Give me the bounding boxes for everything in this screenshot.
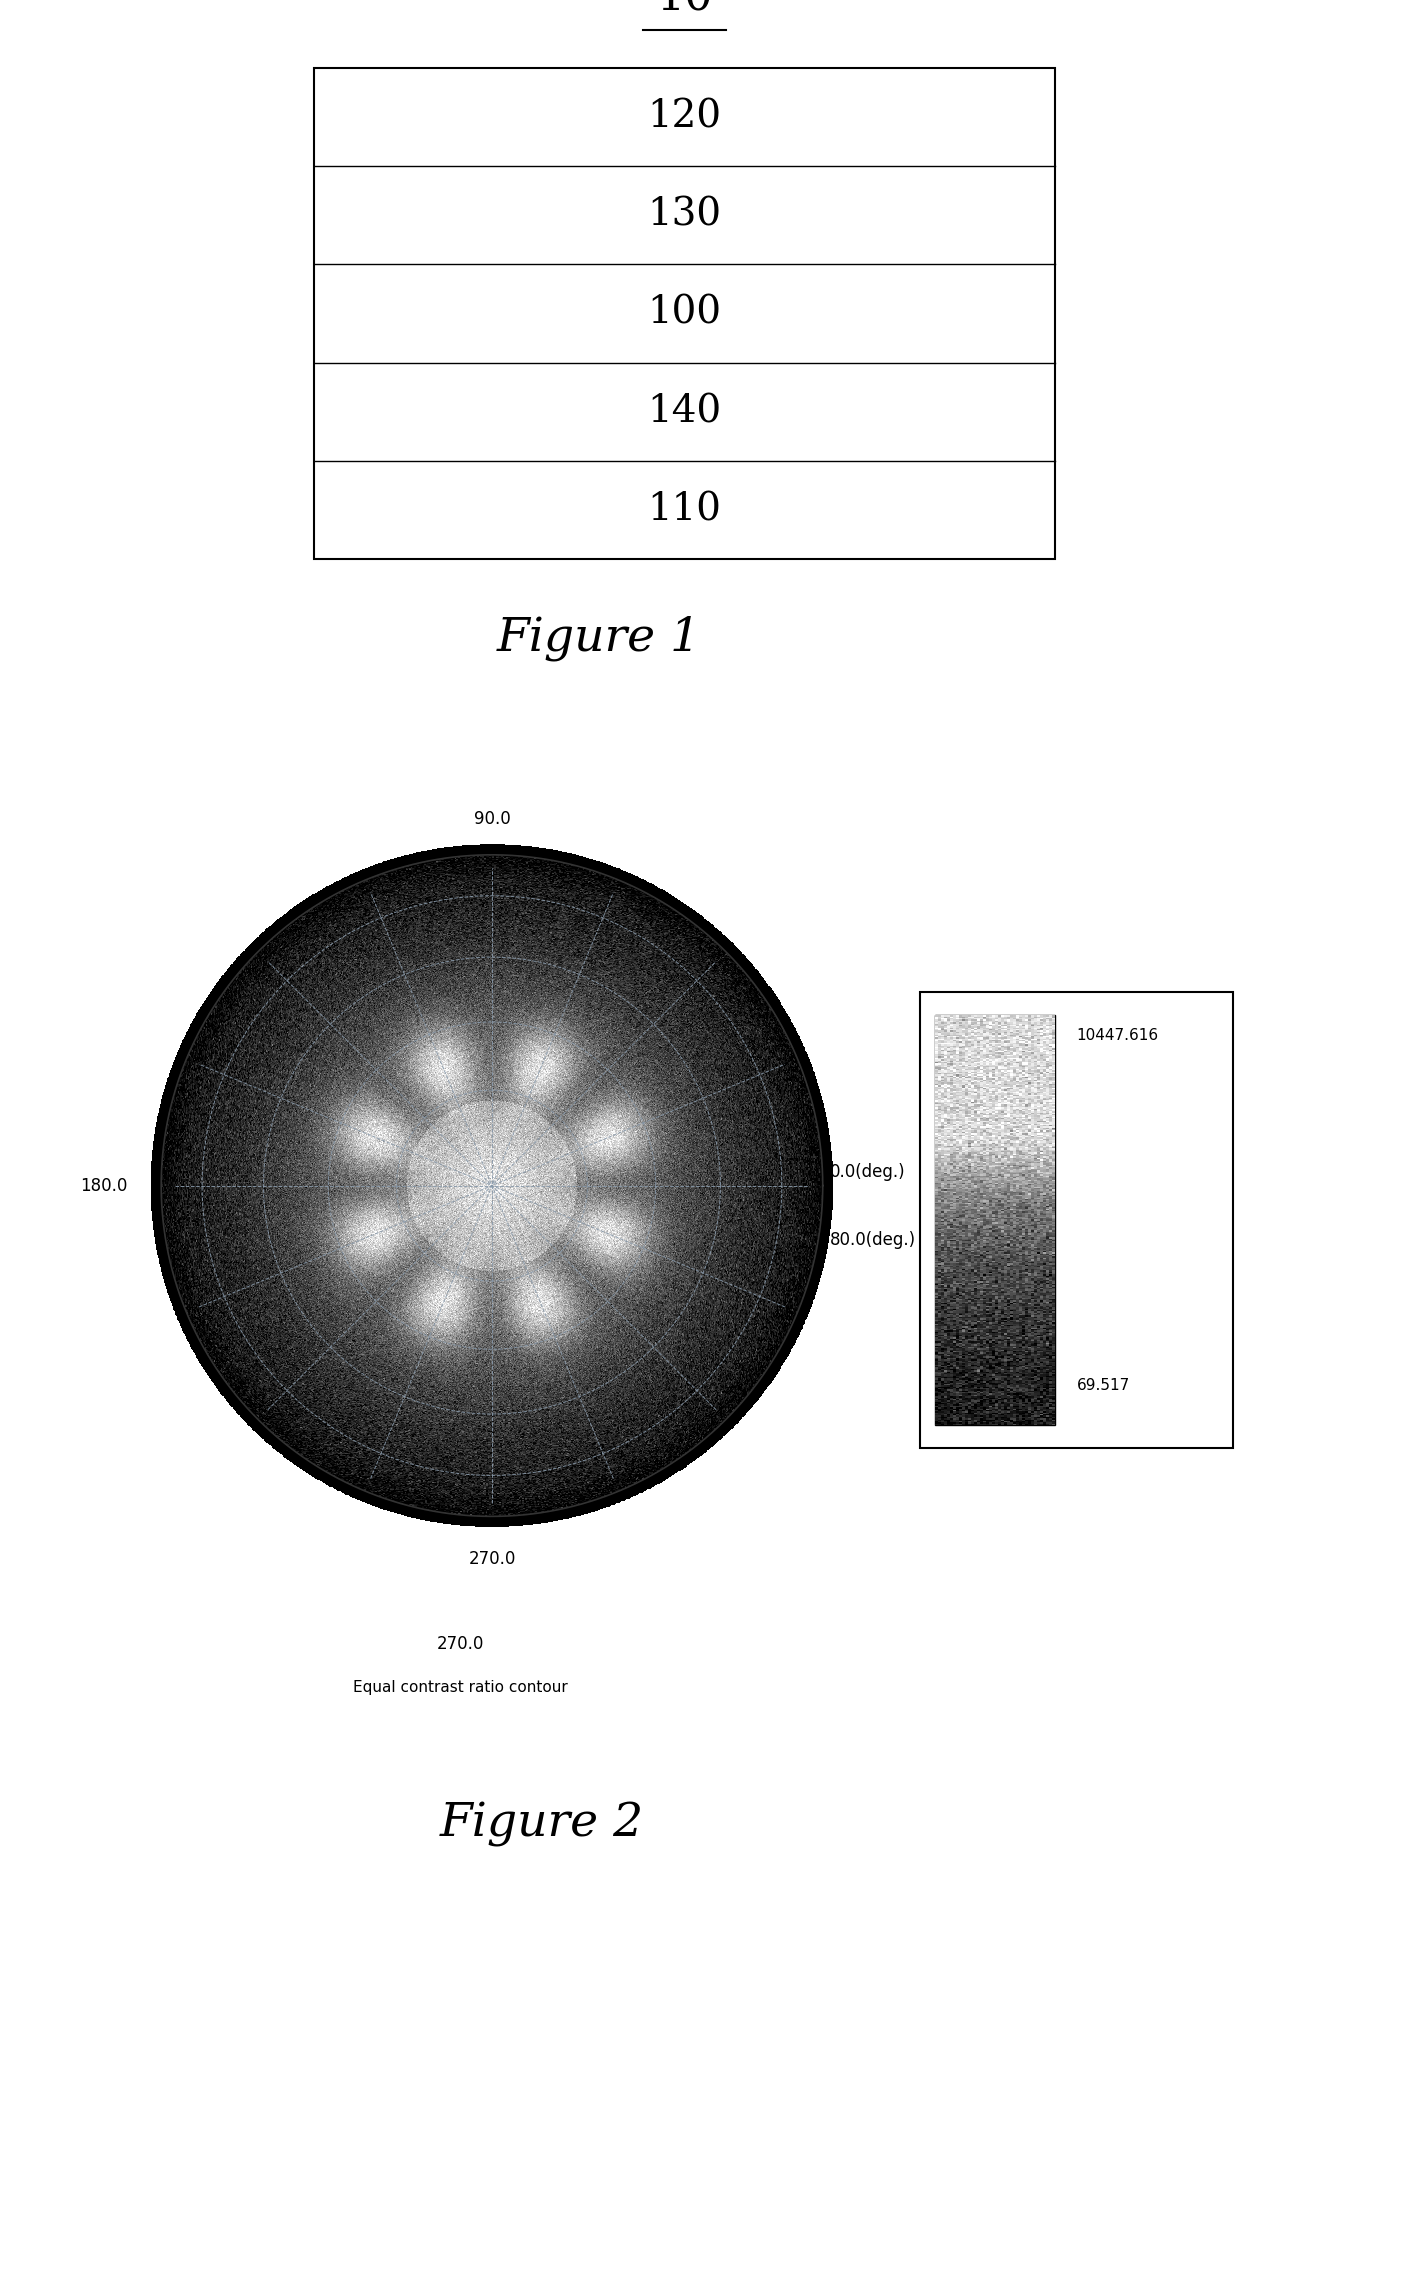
Text: 130: 130 <box>647 196 722 235</box>
Text: 100: 100 <box>647 294 722 333</box>
Text: Equal contrast ratio contour: Equal contrast ratio contour <box>354 1680 568 1696</box>
Text: Figure 1: Figure 1 <box>496 616 702 661</box>
Text: 10447.616: 10447.616 <box>1077 1028 1159 1044</box>
Text: 110: 110 <box>647 490 722 529</box>
Text: 0.0(deg.): 0.0(deg.) <box>830 1163 906 1181</box>
Bar <box>935 1015 1055 1425</box>
Text: 90.0: 90.0 <box>473 809 511 828</box>
Text: 80.0(deg.): 80.0(deg.) <box>830 1231 915 1249</box>
Text: 120: 120 <box>647 98 722 137</box>
Text: 270.0: 270.0 <box>468 1550 516 1569</box>
Text: 69.517: 69.517 <box>1077 1377 1129 1393</box>
Text: 180.0: 180.0 <box>80 1176 127 1195</box>
Text: 10: 10 <box>656 0 713 18</box>
Text: 270.0: 270.0 <box>436 1635 485 1653</box>
Text: 140: 140 <box>647 392 722 431</box>
Text: Figure 2: Figure 2 <box>439 1801 645 1847</box>
